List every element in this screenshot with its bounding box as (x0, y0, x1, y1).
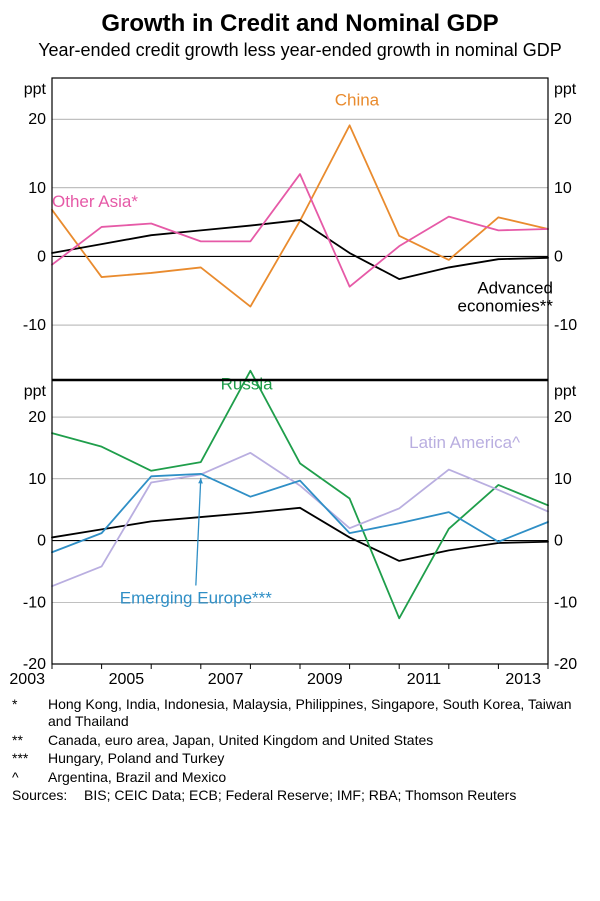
series-line (52, 220, 548, 279)
footnote-row: **Canada, euro area, Japan, United Kingd… (12, 732, 592, 750)
chart-panels: -10 -10 0 0 10 10 20 20 ppt ppt China Advancedecono… (8, 68, 592, 688)
series-label: Russia (221, 374, 274, 393)
sources-row: Sources:BIS; CEIC Data; ECB; Federal Res… (12, 787, 592, 805)
ytick-left: 0 (37, 532, 46, 549)
footnotes: *Hong Kong, India, Indonesia, Malaysia, … (8, 696, 592, 805)
series-label: Emerging Europe*** (120, 588, 273, 607)
xtick-label: 2009 (307, 671, 343, 688)
series-label: Other Asia* (52, 192, 138, 211)
ytick-left: 20 (28, 111, 46, 128)
series-line (52, 174, 548, 287)
ytick-right: -20 (554, 656, 577, 673)
chart-svg: -10 -10 0 0 10 10 20 20 ppt ppt China Advancedecono… (8, 68, 592, 688)
ytick-right: -10 (554, 317, 577, 334)
series-line (52, 452, 548, 585)
ytick-left: 0 (37, 248, 46, 265)
ytick-left: 10 (28, 179, 46, 196)
xtick-label: 2011 (407, 671, 442, 688)
ytick-right: 20 (554, 409, 572, 426)
footnote-symbol: ** (12, 732, 48, 750)
footnote-row: *Hong Kong, India, Indonesia, Malaysia, … (12, 696, 592, 731)
footnote-text: Hong Kong, India, Indonesia, Malaysia, P… (48, 696, 592, 731)
yaxis-label-right: ppt (554, 81, 577, 98)
footnote-symbol: ^ (12, 769, 48, 787)
chart-title: Growth in Credit and Nominal GDP (8, 10, 592, 38)
ytick-right: 10 (554, 470, 572, 487)
footnote-symbol: * (12, 696, 48, 714)
series-label: China (335, 90, 380, 109)
ytick-right: 10 (554, 179, 572, 196)
yaxis-label-left: ppt (24, 383, 47, 400)
ytick-right: 20 (554, 111, 572, 128)
xtick-label: 2013 (505, 671, 541, 688)
series-label: Advanced (477, 278, 553, 297)
footnote-text: Canada, euro area, Japan, United Kingdom… (48, 732, 592, 750)
series-line (52, 507, 548, 560)
footnote-symbol: *** (12, 750, 48, 768)
footnote-row: ***Hungary, Poland and Turkey (12, 750, 592, 768)
xtick-label: 2005 (109, 671, 145, 688)
xtick-label: 2007 (208, 671, 244, 688)
yaxis-label-right: ppt (554, 383, 577, 400)
series-line (52, 370, 548, 618)
series-label: Latin America^ (409, 433, 520, 452)
ytick-right: -10 (554, 594, 577, 611)
sources-label: Sources: (12, 787, 84, 805)
yaxis-label-left: ppt (24, 81, 47, 98)
chart-subtitle: Year-ended credit growth less year-ended… (8, 40, 592, 62)
footnote-row: ^Argentina, Brazil and Mexico (12, 769, 592, 787)
ytick-right: 0 (554, 532, 563, 549)
ytick-left: -10 (23, 317, 46, 334)
series-line (52, 125, 548, 306)
footnote-text: Hungary, Poland and Turkey (48, 750, 592, 768)
ytick-left: 10 (28, 470, 46, 487)
series-label: economies** (458, 296, 554, 315)
xtick-label: 2003 (9, 671, 45, 688)
ytick-left: 20 (28, 409, 46, 426)
footnote-text: Argentina, Brazil and Mexico (48, 769, 592, 787)
sources-text: BIS; CEIC Data; ECB; Federal Reserve; IM… (84, 787, 592, 805)
ytick-left: -10 (23, 594, 46, 611)
ytick-right: 0 (554, 248, 563, 265)
